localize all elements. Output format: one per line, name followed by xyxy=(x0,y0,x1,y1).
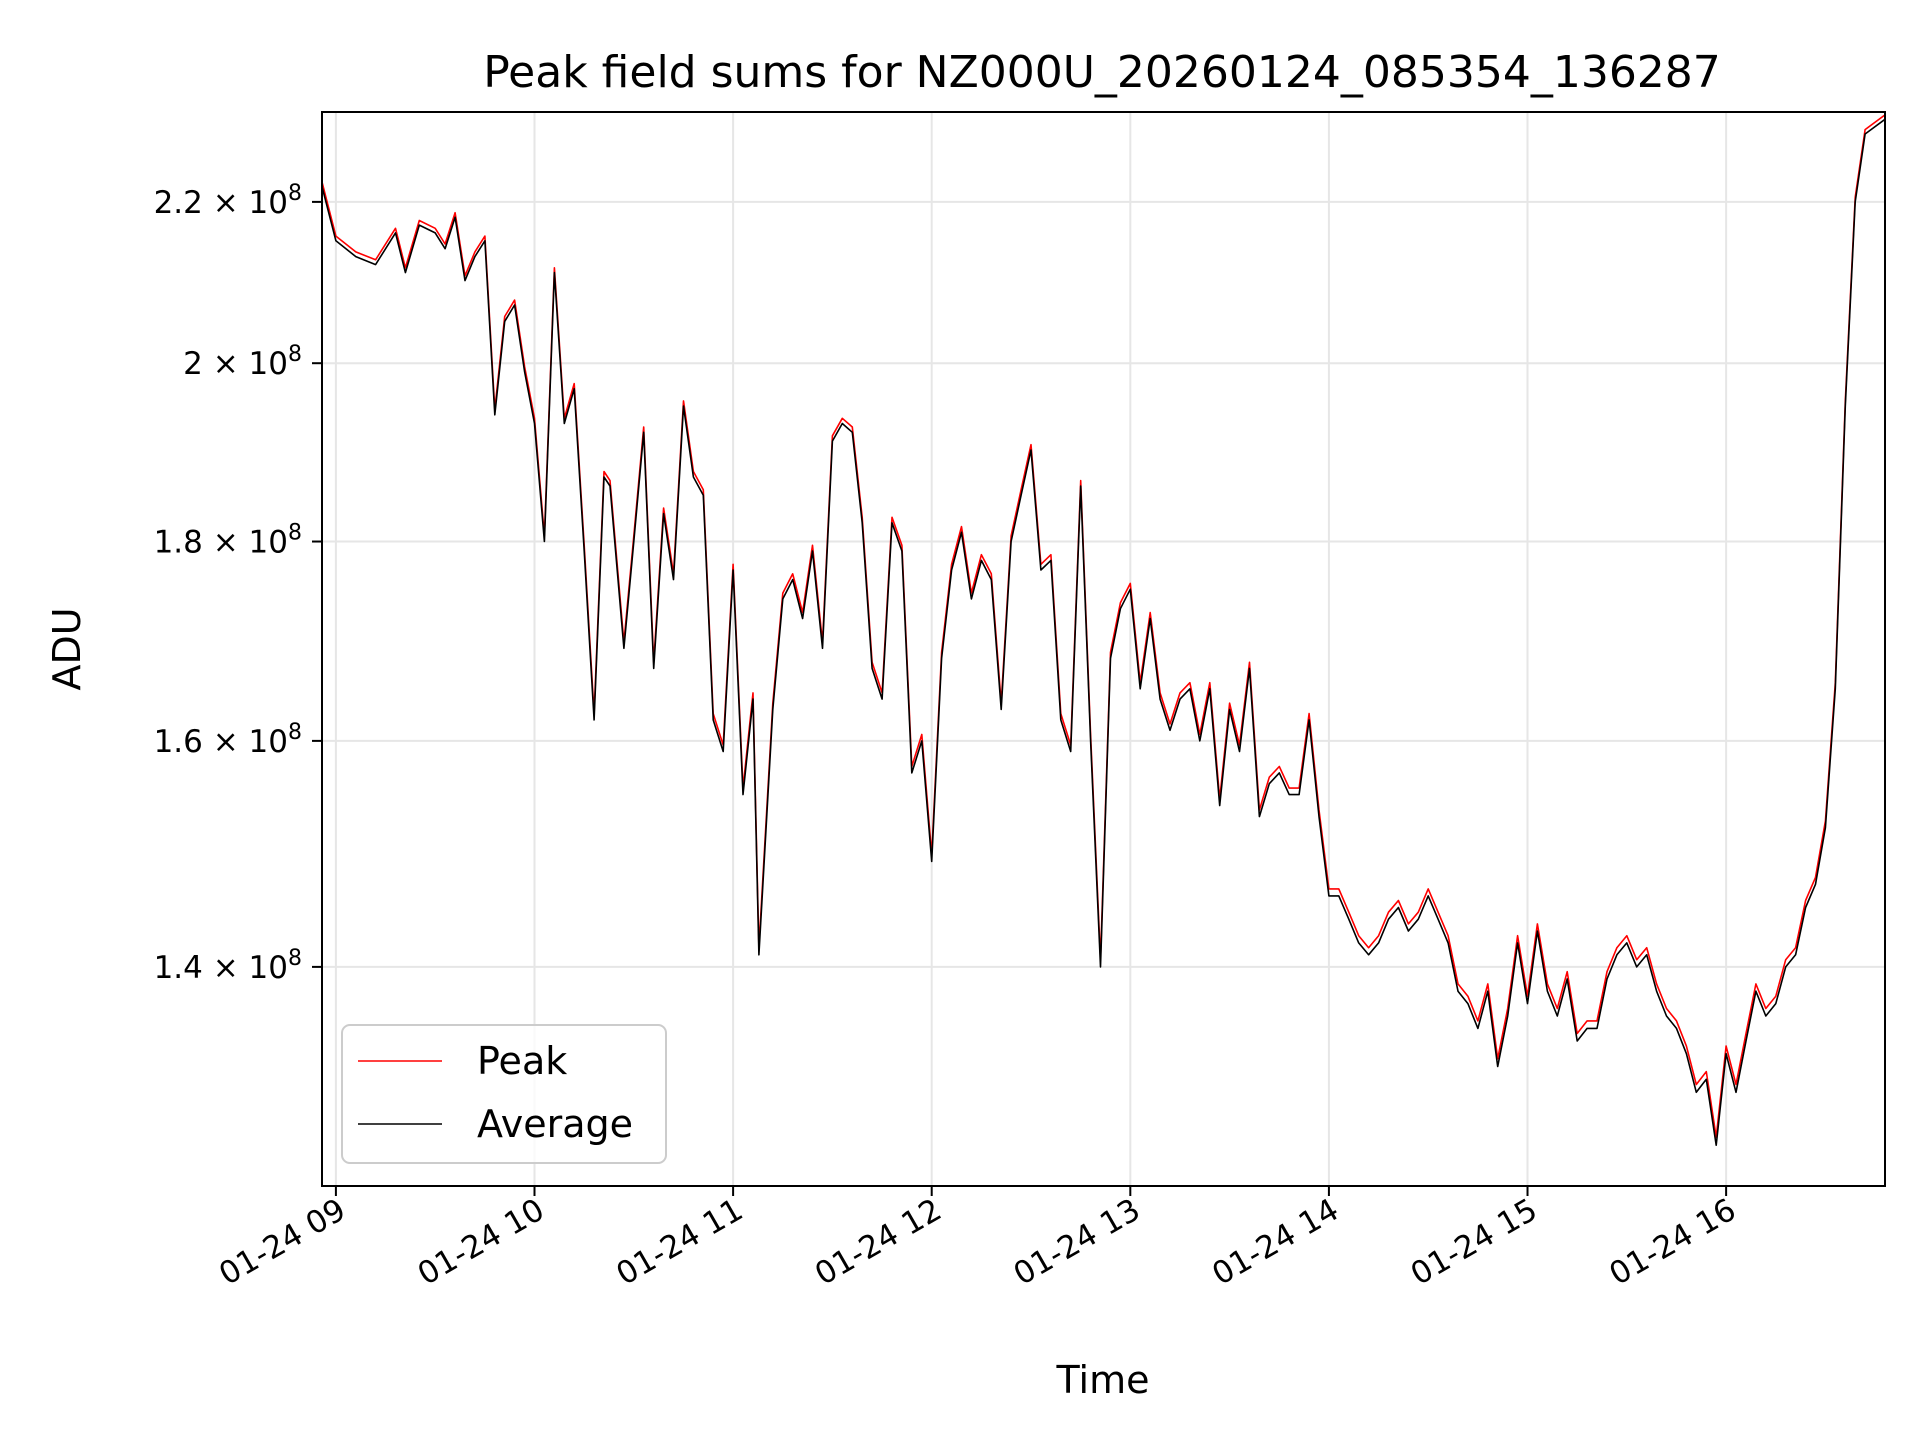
legend: Peak Average xyxy=(341,1024,667,1164)
y-tick-label-1: 1.6 × 108 xyxy=(154,720,302,760)
grid-layer xyxy=(322,112,1885,1186)
legend-box xyxy=(341,1024,667,1164)
plot-frame xyxy=(321,111,1886,1187)
y-tick-label-0: 1.4 × 108 xyxy=(154,946,302,986)
legend-label-average: Average xyxy=(477,1102,633,1146)
series-layer xyxy=(321,114,1886,1146)
y-tick-label-3: 2 × 108 xyxy=(183,342,302,382)
y-axis-label: ADU xyxy=(45,607,89,690)
y-axis: 1.4 × 108 1.6 × 108 1.8 × 108 2 × 108 2.2 × … xyxy=(154,181,322,986)
y-tick-label-2: 1.8 × 108 xyxy=(154,521,302,561)
y-tick-label-4: 2.2 × 108 xyxy=(154,181,302,221)
series-line-average xyxy=(321,118,1886,1146)
legend-label-peak: Peak xyxy=(477,1039,567,1083)
x-axis-label: Time xyxy=(1056,1358,1150,1402)
chart-title: Peak field sums for NZ000U_20260124_0853… xyxy=(483,47,1721,98)
